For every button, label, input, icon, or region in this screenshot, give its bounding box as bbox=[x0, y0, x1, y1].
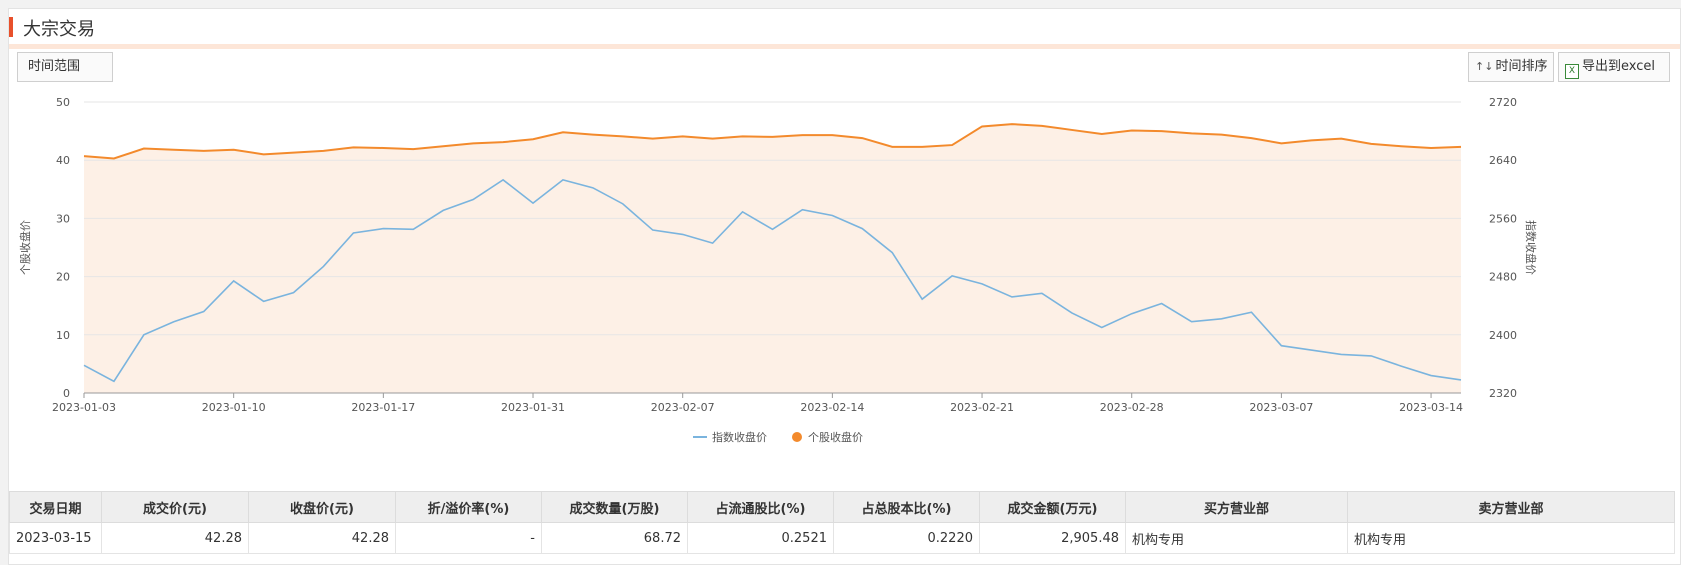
table-cell: 0.2521 bbox=[687, 522, 834, 554]
time-sort-button[interactable]: ↑↓ 时间排序 bbox=[1468, 52, 1554, 82]
excel-icon: X bbox=[1565, 64, 1579, 79]
table-cell: 2,905.48 bbox=[979, 522, 1126, 554]
stock-area-fill bbox=[84, 124, 1461, 393]
time-range-label: 时间范围 bbox=[28, 59, 81, 74]
legend-index-label: 指数收盘价 bbox=[712, 430, 767, 444]
x-tick-label: 2023-02-07 bbox=[651, 401, 715, 414]
y-right-tick-label: 2640 bbox=[1489, 154, 1517, 167]
x-tick-label: 2023-01-10 bbox=[202, 401, 266, 414]
column-header: 折/溢价率(%) bbox=[395, 491, 542, 523]
time-sort-label: 时间排序 bbox=[1495, 59, 1548, 74]
header-divider bbox=[9, 44, 1680, 49]
column-header: 成交数量(万股) bbox=[541, 491, 688, 523]
x-tick-label: 2023-03-07 bbox=[1249, 401, 1313, 414]
x-tick-label: 2023-03-14 bbox=[1399, 401, 1463, 414]
column-header: 卖方营业部 bbox=[1347, 491, 1675, 523]
legend-stock-label: 个股收盘价 bbox=[808, 430, 863, 444]
table-cell: 68.72 bbox=[541, 522, 688, 554]
x-tick-label: 2023-02-21 bbox=[950, 401, 1014, 414]
column-header: 交易日期 bbox=[9, 491, 102, 523]
table-cell: 2023-03-15 bbox=[9, 522, 102, 554]
y-left-tick-label: 10 bbox=[56, 329, 70, 342]
table-cell: 42.28 bbox=[101, 522, 249, 554]
y-right-tick-label: 2560 bbox=[1489, 212, 1517, 225]
y-left-tick-label: 20 bbox=[56, 271, 70, 284]
x-tick-label: 2023-01-17 bbox=[351, 401, 415, 414]
x-tick-label: 2023-02-14 bbox=[800, 401, 864, 414]
table-cell: 机构专用 bbox=[1347, 522, 1675, 554]
legend-stock-marker bbox=[792, 432, 802, 442]
x-tick-label: 2023-01-03 bbox=[52, 401, 116, 414]
y-left-tick-label: 50 bbox=[56, 96, 70, 109]
x-tick-label: 2023-02-28 bbox=[1100, 401, 1164, 414]
block-trade-panel: 大宗交易 时间范围 ↑↓ 时间排序 X 导出到excel 0 10 20 30 40 50 23… bbox=[8, 8, 1681, 565]
y-left-tick-label: 40 bbox=[56, 154, 70, 167]
table-cell: 42.28 bbox=[248, 522, 396, 554]
column-header: 占流通股比(%) bbox=[687, 491, 834, 523]
column-header: 买方营业部 bbox=[1125, 491, 1348, 523]
y-left-tick-label: 30 bbox=[56, 212, 70, 225]
column-header: 收盘价(元) bbox=[248, 491, 396, 523]
y-right-tick-label: 2720 bbox=[1489, 96, 1517, 109]
time-range-button[interactable]: 时间范围 bbox=[17, 52, 113, 82]
export-excel-label: 导出到excel bbox=[1582, 59, 1655, 74]
panel-header: 大宗交易 bbox=[9, 9, 1680, 45]
y-right-tick-label: 2400 bbox=[1489, 329, 1517, 342]
column-header: 成交价(元) bbox=[101, 491, 249, 523]
table-row: 2023-03-15 42.28 42.28-68.72 0.2521 0.2220 2,… bbox=[9, 522, 1675, 554]
y-right-tick-label: 2480 bbox=[1489, 271, 1517, 284]
table-cell: - bbox=[395, 522, 542, 554]
table-cell: 0.2220 bbox=[833, 522, 980, 554]
block-trade-table: 交易日期 成交价(元) 收盘价(元) 折/溢价率(%) 成交数量(万股) 占流通股比(%)… bbox=[9, 491, 1675, 554]
x-tick-label: 2023-01-31 bbox=[501, 401, 565, 414]
y-left-tick-label: 0 bbox=[63, 387, 70, 400]
column-header: 占总股本比(%) bbox=[833, 491, 980, 523]
table-body: 2023-03-15 42.28 42.28-68.72 0.2521 0.2220 2,… bbox=[9, 522, 1675, 554]
table-header-row: 交易日期 成交价(元) 收盘价(元) 折/溢价率(%) 成交数量(万股) 占流通股比(%)… bbox=[9, 491, 1675, 523]
accent-bar bbox=[9, 17, 13, 37]
page-title: 大宗交易 bbox=[23, 19, 95, 40]
y-right-tick-label: 2320 bbox=[1489, 387, 1517, 400]
export-excel-button[interactable]: X 导出到excel bbox=[1558, 52, 1670, 82]
stock-close-line bbox=[83, 123, 1462, 160]
column-header: 成交金额(万元) bbox=[979, 491, 1126, 523]
price-chart: 0 10 20 30 40 50 2320 2400 2480 2560 2640 2720 2023-… bbox=[18, 96, 1538, 444]
index-close-line bbox=[83, 178, 1462, 383]
sort-arrows-icon: ↑↓ bbox=[1475, 60, 1494, 73]
y-right-axis-title: 指数收盘价 bbox=[1524, 220, 1538, 275]
table-cell: 机构专用 bbox=[1125, 522, 1348, 554]
y-left-axis-title: 个股收盘价 bbox=[18, 220, 32, 275]
